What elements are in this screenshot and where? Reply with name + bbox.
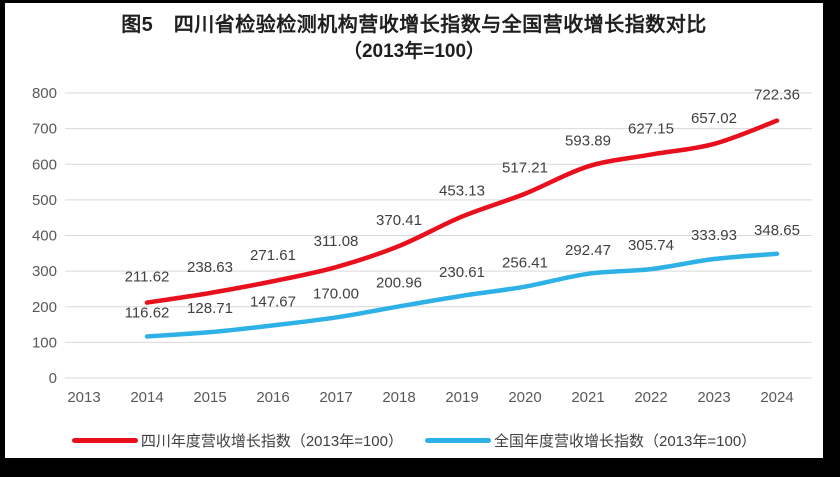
national-line-swatch: [425, 438, 491, 443]
svg-text:2016: 2016: [256, 389, 289, 406]
svg-text:230.61: 230.61: [439, 264, 485, 281]
svg-text:0: 0: [49, 370, 57, 387]
chart-title-line2: （2013年=100）: [342, 41, 486, 62]
svg-text:627.15: 627.15: [628, 121, 674, 138]
svg-text:2015: 2015: [193, 389, 226, 406]
svg-text:271.61: 271.61: [250, 247, 296, 264]
svg-text:128.71: 128.71: [187, 300, 233, 317]
svg-text:370.41: 370.41: [376, 212, 422, 229]
legend-label-sichuan: 四川年度营收增长指数（2013年=100）: [140, 433, 403, 450]
svg-text:2020: 2020: [508, 389, 541, 406]
svg-text:600: 600: [32, 156, 57, 173]
chart-card: 0 100 200 300 400 500 600 700 800 2013 2014 2015 201…: [5, 3, 823, 458]
svg-text:2021: 2021: [571, 389, 604, 406]
legend-item-sichuan: 四川年度营收增长指数（2013年=100）: [71, 430, 403, 451]
chart-title: 图5 四川省检验检测机构营收增长指数与全国营收增长指数对比 （2013年=100…: [5, 12, 823, 65]
svg-text:453.13: 453.13: [439, 183, 485, 200]
svg-text:722.36: 722.36: [754, 87, 800, 104]
svg-text:200: 200: [32, 299, 57, 316]
svg-text:2019: 2019: [445, 389, 478, 406]
svg-text:292.47: 292.47: [565, 242, 611, 259]
chart-legend: 四川年度营收增长指数（2013年=100） 全国年度营收增长指数（2013年=1…: [5, 430, 823, 451]
svg-text:2024: 2024: [760, 389, 793, 406]
svg-text:238.63: 238.63: [187, 259, 233, 276]
svg-text:2023: 2023: [697, 389, 730, 406]
svg-text:2022: 2022: [634, 389, 667, 406]
line-chart: 0 100 200 300 400 500 600 700 800 2013 2014 2015 201…: [32, 85, 812, 406]
chart-title-line1: 图5 四川省检验检测机构营收增长指数与全国营收增长指数对比: [121, 14, 707, 36]
svg-text:116.62: 116.62: [125, 304, 170, 321]
svg-text:100: 100: [32, 334, 57, 351]
svg-text:2014: 2014: [130, 389, 163, 406]
svg-text:517.21: 517.21: [502, 160, 548, 177]
svg-text:593.89: 593.89: [565, 132, 611, 149]
svg-text:2013: 2013: [67, 389, 100, 406]
svg-text:311.08: 311.08: [314, 233, 359, 250]
svg-text:200.96: 200.96: [376, 274, 422, 291]
svg-text:700: 700: [32, 121, 57, 138]
svg-text:800: 800: [32, 85, 57, 102]
legend-label-national: 全国年度营收增长指数（2013年=100）: [494, 433, 757, 450]
svg-text:333.93: 333.93: [691, 227, 737, 244]
sichuan-line-swatch: [71, 438, 138, 443]
svg-text:500: 500: [32, 192, 57, 209]
svg-text:305.74: 305.74: [628, 237, 674, 254]
svg-text:400: 400: [32, 228, 57, 245]
svg-text:657.02: 657.02: [691, 110, 737, 127]
svg-text:256.41: 256.41: [502, 255, 548, 272]
legend-item-national: 全国年度营收增长指数（2013年=100）: [425, 430, 756, 451]
svg-text:211.62: 211.62: [125, 269, 170, 286]
svg-text:2017: 2017: [319, 389, 352, 406]
svg-text:2018: 2018: [382, 389, 415, 406]
svg-text:300: 300: [32, 263, 57, 280]
svg-text:170.00: 170.00: [313, 285, 359, 302]
svg-text:147.67: 147.67: [250, 293, 296, 310]
svg-text:348.65: 348.65: [754, 222, 800, 239]
